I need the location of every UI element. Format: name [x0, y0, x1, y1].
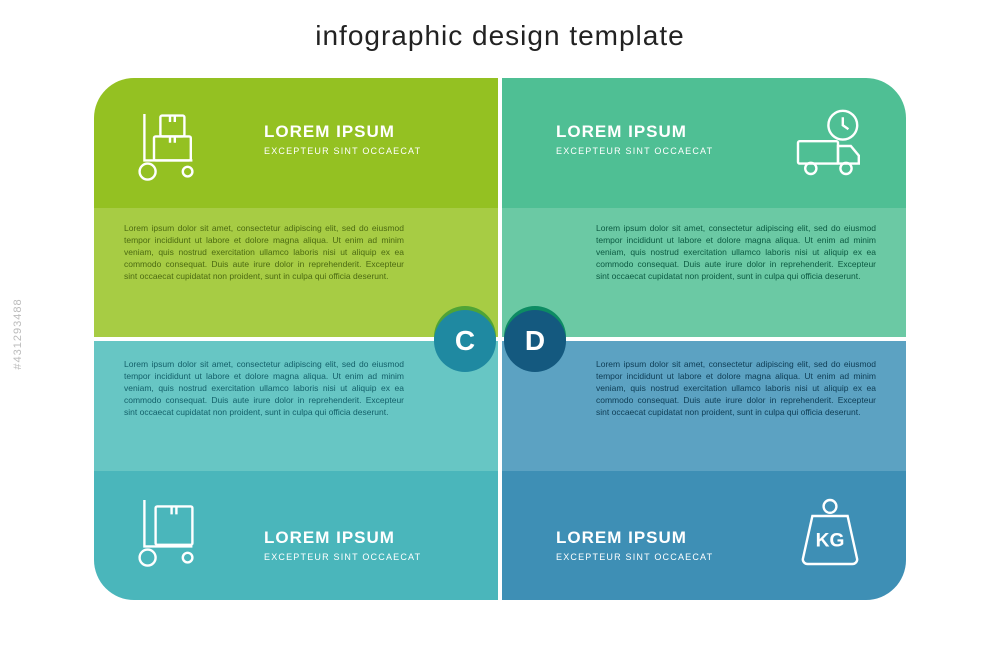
hand-truck-boxes-icon	[130, 106, 210, 186]
card-c-heading: LOREM IPSUM	[264, 528, 395, 548]
card-c-subheading: EXCEPTEUR SINT OCCAECAT	[264, 552, 421, 562]
card-a-heading: LOREM IPSUM	[264, 122, 395, 142]
card-d: KG LOREM IPSUM EXCEPTEUR SINT OCCAECAT L…	[502, 341, 906, 600]
truck-clock-icon	[790, 106, 870, 186]
card-d-heading: LOREM IPSUM	[556, 528, 687, 548]
badge-c: C	[434, 310, 496, 372]
card-b-heading: LOREM IPSUM	[556, 122, 687, 142]
card-d-body: Lorem ipsum dolor sit amet, consectetur …	[596, 359, 876, 418]
page-title: infographic design template	[0, 20, 1000, 52]
card-a-subheading: EXCEPTEUR SINT OCCAECAT	[264, 146, 421, 156]
card-a-body: Lorem ipsum dolor sit amet, consectetur …	[124, 223, 404, 282]
card-c: LOREM IPSUM EXCEPTEUR SINT OCCAECAT Lore…	[94, 341, 498, 600]
card-d-subheading: EXCEPTEUR SINT OCCAECAT	[556, 552, 713, 562]
watermark: #431293488	[12, 298, 24, 369]
infographic-grid: LOREM IPSUM EXCEPTEUR SINT OCCAECAT Lore…	[94, 78, 906, 600]
weight-kg-icon: KG	[790, 492, 870, 572]
card-c-body: Lorem ipsum dolor sit amet, consectetur …	[124, 359, 404, 418]
card-b: LOREM IPSUM EXCEPTEUR SINT OCCAECAT Lore…	[502, 78, 906, 337]
card-b-body: Lorem ipsum dolor sit amet, consectetur …	[596, 223, 876, 282]
badge-d: D	[504, 310, 566, 372]
svg-text:KG: KG	[816, 530, 845, 551]
card-a: LOREM IPSUM EXCEPTEUR SINT OCCAECAT Lore…	[94, 78, 498, 337]
card-b-subheading: EXCEPTEUR SINT OCCAECAT	[556, 146, 713, 156]
hand-truck-box-icon	[130, 492, 210, 572]
